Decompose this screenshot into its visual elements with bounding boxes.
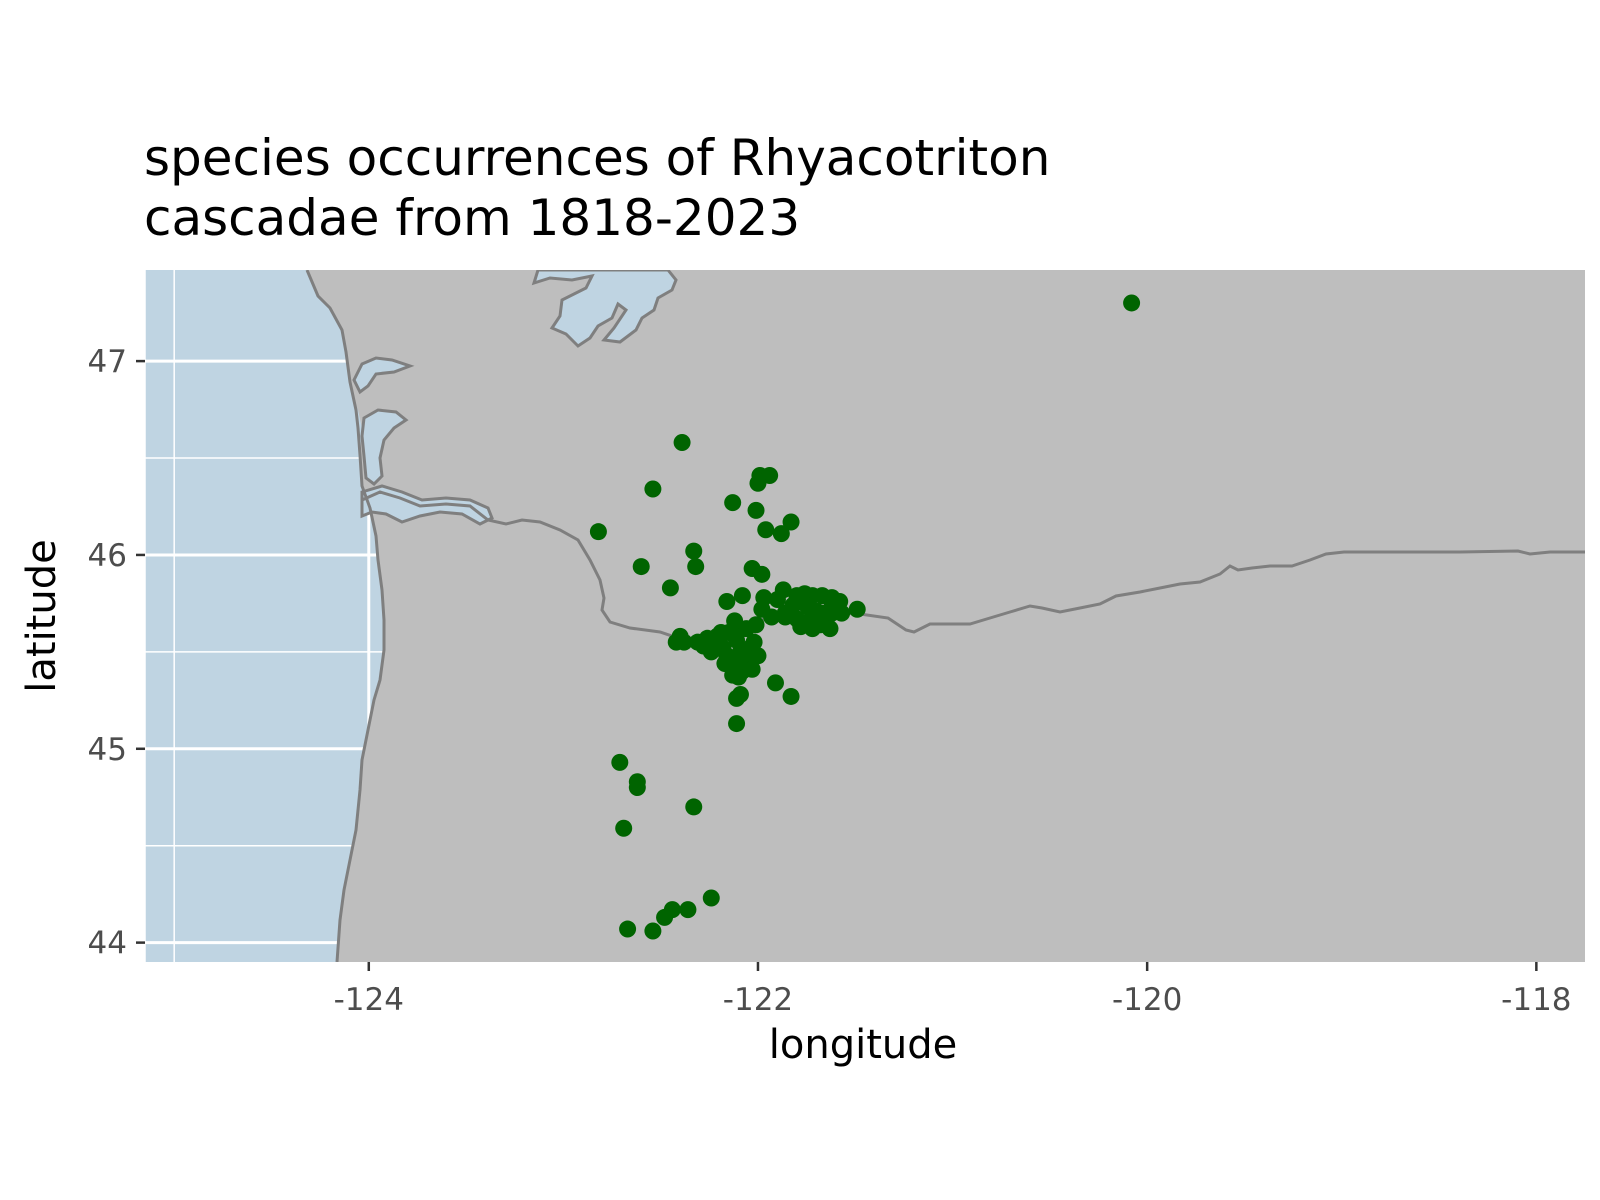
occurrence-point xyxy=(671,627,689,645)
occurrence-point xyxy=(768,591,786,609)
grays-harbor-water xyxy=(352,356,415,395)
occurrence-point xyxy=(702,889,720,907)
occurrence-point xyxy=(628,779,646,797)
y-tick-label: 47 xyxy=(88,344,127,380)
map-title-line-1: species occurrences of Rhyacotriton xyxy=(144,129,1050,187)
occurrence-point xyxy=(685,542,703,560)
occurrence-point xyxy=(743,660,761,678)
occurrence-point xyxy=(821,620,839,638)
occurrence-point xyxy=(749,474,767,492)
occurrence-point xyxy=(745,633,763,651)
occurrence-point xyxy=(724,494,742,512)
map-panel xyxy=(145,270,1585,962)
willapa-bay-water xyxy=(360,408,409,486)
occurrence-point xyxy=(611,753,629,771)
occurrence-point xyxy=(679,901,697,919)
y-tick-label: 46 xyxy=(88,538,127,574)
occurrence-point xyxy=(782,687,800,705)
occurrence-point xyxy=(833,604,851,622)
occurrence-point xyxy=(661,579,679,597)
x-tick-label: -124 xyxy=(334,982,404,1018)
occurrence-point xyxy=(757,521,775,539)
occurrence-point xyxy=(766,674,784,692)
occurrence-point xyxy=(619,920,637,938)
occurrence-point xyxy=(632,558,650,576)
occurrence-points xyxy=(589,294,1141,940)
occurrence-point xyxy=(728,715,746,733)
x-tick-label: -122 xyxy=(723,982,793,1018)
occurrence-point xyxy=(747,501,765,519)
occurrence-point xyxy=(673,434,691,452)
state-border xyxy=(361,490,1585,644)
occurrence-point xyxy=(644,922,662,940)
occurrence-point xyxy=(718,654,736,672)
x-axis: -124 -122 -120 -118 xyxy=(334,962,1572,1018)
occurrence-point xyxy=(815,604,833,622)
puget-sound-water xyxy=(531,270,678,348)
occurrence-point xyxy=(755,589,773,607)
occurrence-point xyxy=(694,637,712,655)
occurrence-point xyxy=(685,798,703,816)
occurrence-point xyxy=(644,480,662,498)
x-tick-label: -120 xyxy=(1112,982,1182,1018)
occurrence-point xyxy=(687,558,705,576)
y-tick-label: 44 xyxy=(88,926,127,962)
occurrence-point xyxy=(772,525,790,543)
occurrence-point xyxy=(730,668,748,686)
occurrence-point xyxy=(753,565,771,583)
occurrence-point xyxy=(589,523,607,541)
y-axis: 44 45 46 47 xyxy=(88,344,145,962)
occurrence-point xyxy=(782,513,800,531)
occurrence-point xyxy=(656,908,674,926)
y-axis-title: latitude xyxy=(19,539,65,692)
occurrence-point xyxy=(726,612,744,630)
land-area xyxy=(307,270,1585,962)
occurrence-point xyxy=(718,592,736,610)
y-tick-label: 45 xyxy=(88,732,127,768)
occurrence-point xyxy=(1123,294,1141,312)
occurrence-point xyxy=(615,819,633,837)
occurrence-point xyxy=(848,600,866,618)
map-title-line-2: cascadae from 1818-2023 xyxy=(144,189,800,247)
occurrence-point xyxy=(800,598,818,616)
occurrence-point xyxy=(731,686,749,704)
x-tick-label: -118 xyxy=(1501,982,1571,1018)
coastline xyxy=(305,270,386,962)
occurrence-point xyxy=(733,587,751,605)
x-axis-title: longitude xyxy=(769,1022,957,1068)
